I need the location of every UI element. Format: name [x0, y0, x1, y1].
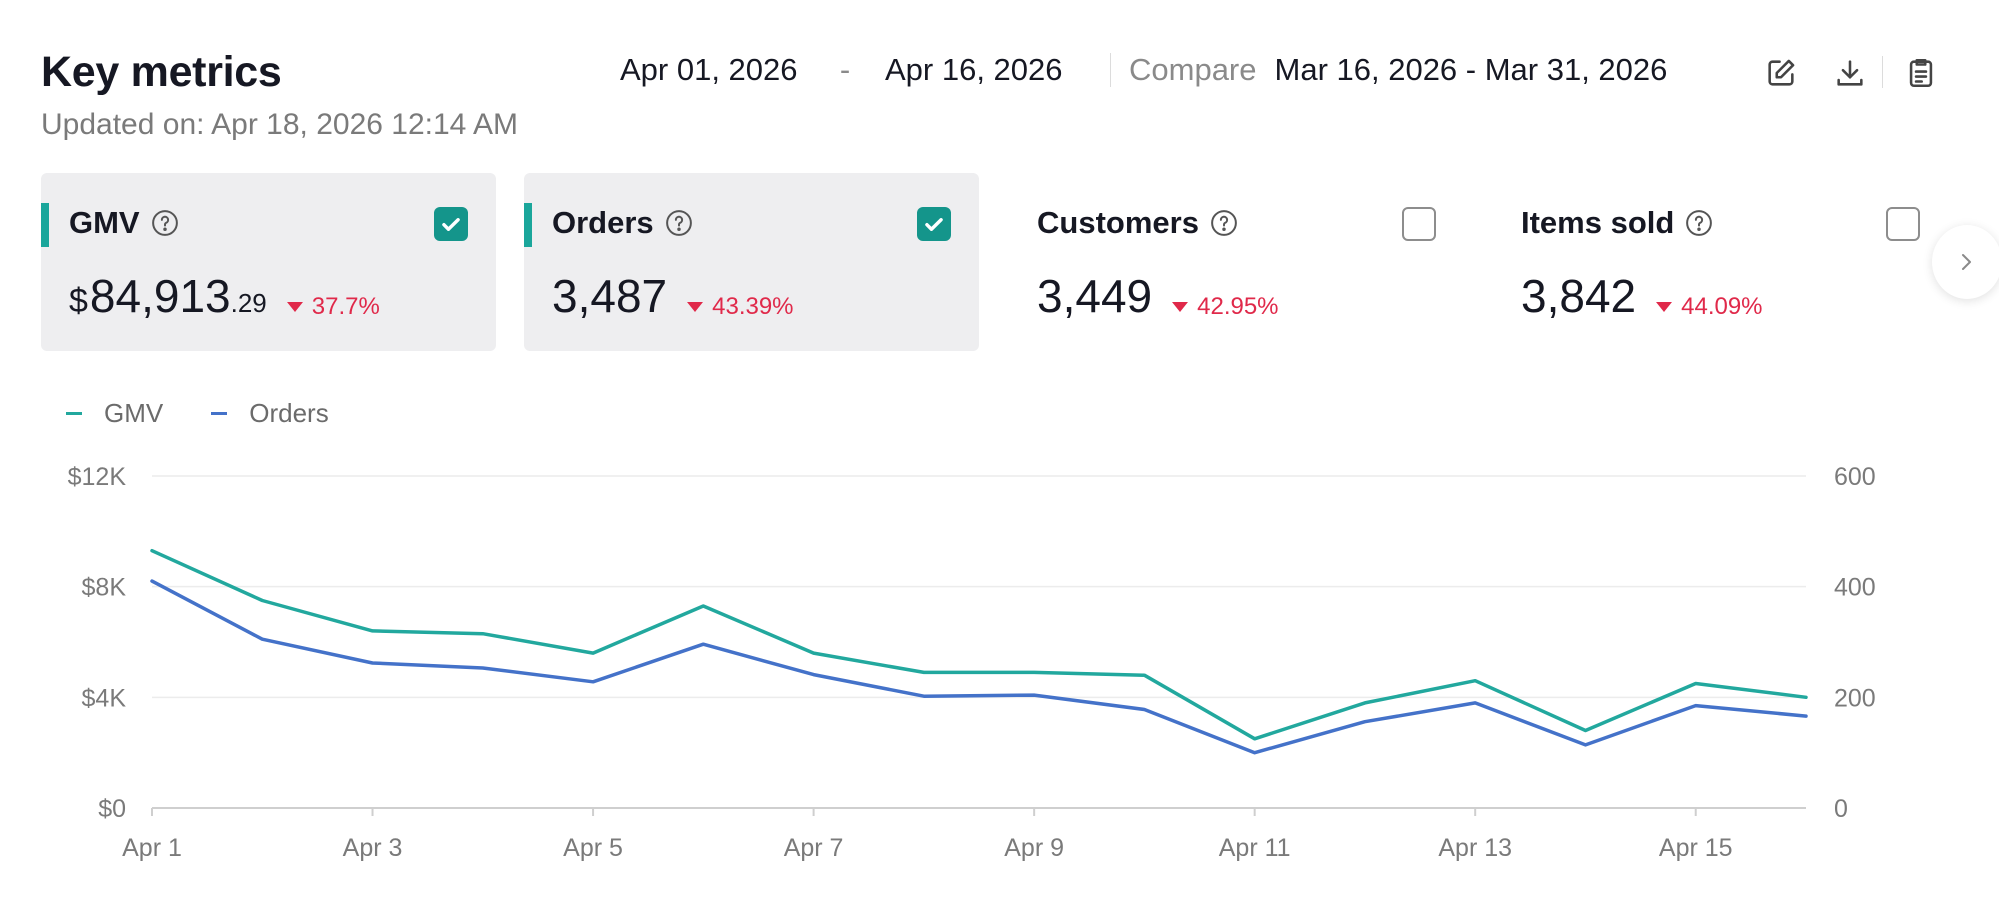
card-label: GMV	[69, 205, 140, 240]
legend-swatch	[211, 412, 228, 415]
date-separator: -	[839, 52, 851, 87]
y-right-tick-label: 400	[1834, 574, 1876, 602]
delta-badge: 44.09%	[1656, 293, 1763, 321]
x-tick-label: Apr 1	[122, 834, 182, 862]
y-right-tick-label: 0	[1834, 795, 1848, 823]
legend-item-gmv[interactable]: GMV	[66, 398, 163, 429]
legend-label: Orders	[249, 398, 329, 428]
compare-label: Compare	[1129, 52, 1257, 87]
currency-symbol: $	[69, 282, 88, 320]
card-value: 3,449	[1037, 270, 1153, 322]
gmv-checkbox[interactable]	[434, 207, 468, 241]
customers-checkbox[interactable]	[1402, 207, 1436, 241]
delta-badge: 43.39%	[687, 293, 794, 321]
next-cards-button[interactable]	[1932, 225, 1999, 299]
card-value: 84,913	[89, 270, 231, 322]
help-icon[interactable]	[150, 208, 180, 238]
clipboard-icon[interactable]	[1904, 56, 1938, 90]
x-tick-label: Apr 9	[1004, 834, 1064, 862]
card-value: 3,487	[552, 270, 668, 322]
help-icon[interactable]	[664, 208, 694, 238]
x-tick-label: Apr 11	[1219, 834, 1291, 862]
compare-range[interactable]: Mar 16, 2026 - Mar 31, 2026	[1274, 52, 1668, 87]
y-left-tick-label: $4K	[82, 684, 127, 712]
down-arrow-icon	[286, 302, 303, 312]
legend-swatch	[66, 412, 82, 415]
y-left-tick-label: $0	[98, 795, 126, 823]
x-tick-label: Apr 15	[1659, 834, 1733, 862]
date-range-bar: Apr 01, 2026 - Apr 16, 2026 Compare Mar …	[620, 52, 1667, 88]
card-value: 3,842	[1521, 270, 1637, 322]
series-line-gmv	[150, 548, 1808, 741]
metric-card-gmv[interactable]: GMV $ 84,913 .29 37.7%	[41, 173, 496, 351]
series-line-orders	[150, 579, 1808, 755]
icon-divider	[1882, 56, 1883, 88]
delta-value: 37.7%	[311, 293, 380, 320]
metric-card-customers[interactable]: Customers 3,449 42.95%	[1009, 173, 1464, 351]
y-left-tick-label: $12K	[68, 463, 127, 491]
card-value-cents: .29	[230, 288, 267, 318]
chart-legend: GMV Orders	[66, 398, 377, 429]
items-sold-checkbox[interactable]	[1886, 207, 1920, 241]
card-accent	[41, 203, 49, 247]
y-right-tick-label: 200	[1834, 684, 1876, 712]
edit-icon[interactable]	[1764, 56, 1798, 90]
end-date[interactable]: Apr 16, 2026	[885, 52, 1063, 87]
x-tick-label: Apr 5	[563, 834, 623, 862]
delta-value: 43.39%	[712, 293, 794, 320]
down-arrow-icon	[1656, 302, 1673, 312]
delta-badge: 37.7%	[286, 293, 380, 321]
delta-value: 44.09%	[1681, 293, 1763, 320]
line-chart: $0 0 $4K 200 $8K 400 $12K 600 Apr 1 Apr 3 Apr 5 Apr…	[68, 463, 1876, 862]
down-arrow-icon	[687, 302, 704, 312]
down-arrow-icon	[1172, 302, 1189, 312]
card-accent	[524, 203, 532, 247]
card-label: Orders	[552, 205, 654, 240]
metric-card-orders[interactable]: Orders 3,487 43.39%	[524, 173, 979, 351]
legend-item-orders[interactable]: Orders	[211, 398, 329, 429]
metric-card-items-sold[interactable]: Items sold 3,842 44.09%	[1493, 173, 1948, 351]
help-icon[interactable]	[1209, 208, 1239, 238]
legend-label: GMV	[104, 398, 164, 428]
y-left-tick-label: $8K	[82, 574, 127, 602]
download-icon[interactable]	[1833, 56, 1867, 90]
page-title: Key metrics	[41, 48, 282, 96]
x-tick-label: Apr 7	[784, 834, 844, 862]
help-icon[interactable]	[1684, 208, 1714, 238]
orders-checkbox[interactable]	[917, 207, 951, 241]
start-date[interactable]: Apr 01, 2026	[620, 52, 798, 87]
delta-badge: 42.95%	[1172, 293, 1279, 321]
y-right-tick-label: 600	[1834, 463, 1876, 491]
x-tick-label: Apr 13	[1438, 834, 1512, 862]
x-tick-label: Apr 3	[343, 834, 403, 862]
card-label: Items sold	[1521, 205, 1675, 240]
delta-value: 42.95%	[1197, 293, 1279, 320]
divider	[1110, 53, 1111, 87]
updated-timestamp: Updated on: Apr 18, 2026 12:14 AM	[41, 108, 519, 141]
card-label: Customers	[1037, 205, 1199, 240]
chevron-right-icon	[1962, 254, 1971, 270]
